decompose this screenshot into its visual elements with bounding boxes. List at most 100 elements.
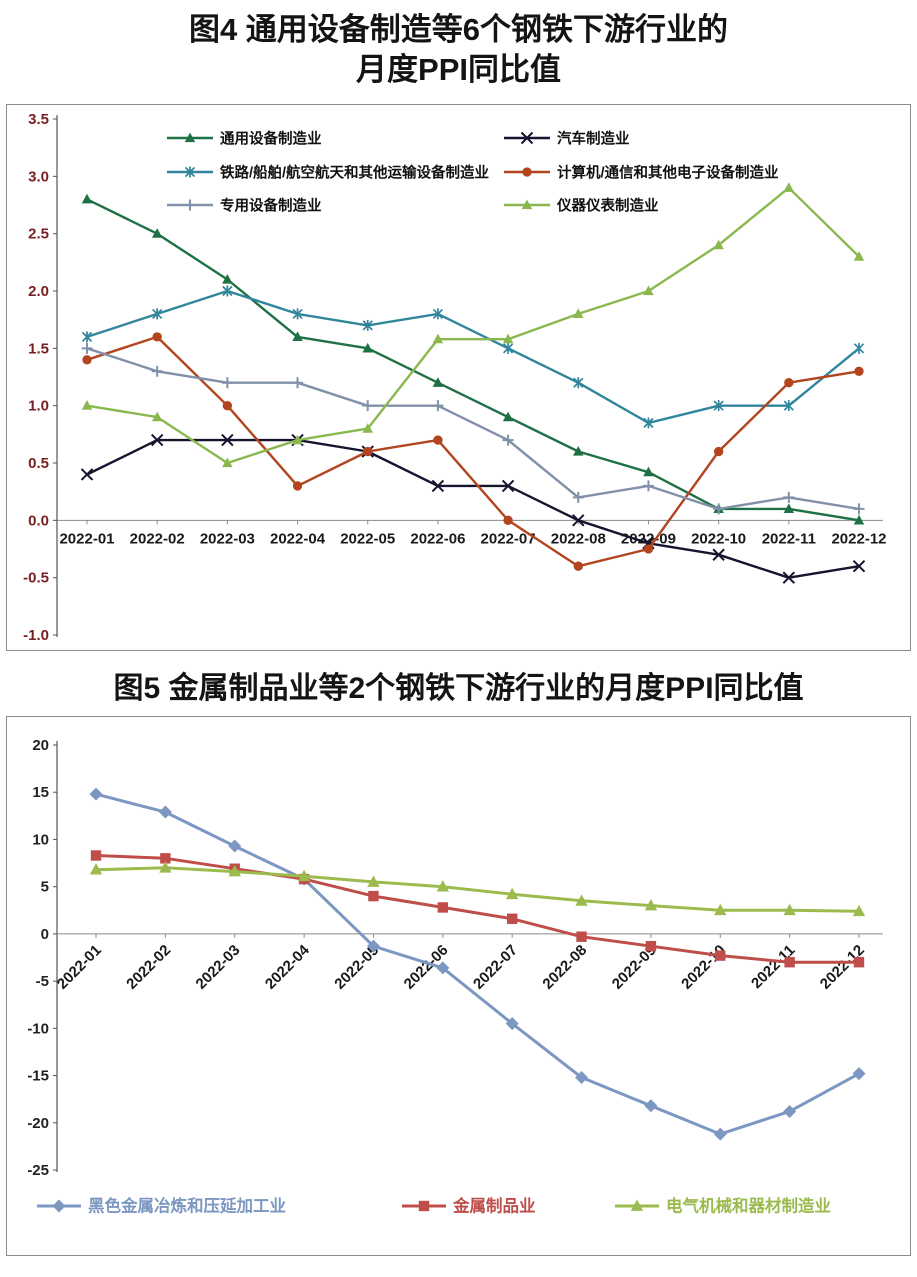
- legend-label: 黑色金属冶炼和压延加工业: [88, 1195, 286, 1215]
- fig4-title-line2: 月度PPI同比值: [356, 52, 561, 88]
- square-marker: [506, 913, 518, 924]
- x-marker: [80, 467, 94, 481]
- fig4-line-chart: 3.5 3.0 2.5 2.0 1.5 1.0 0.5 0.0 -0.5 -1.0 2022-01 2…: [23, 111, 886, 644]
- series-line: [85, 289, 861, 424]
- y-tick-label: -20: [27, 1114, 49, 1131]
- triangle-marker: [432, 376, 444, 387]
- triangle-marker: [297, 869, 311, 881]
- circle-marker: [854, 366, 864, 376]
- fig4-title-line1: 图4 通用设备制造等6个钢铁下游行业的: [188, 12, 729, 47]
- diamond-marker: [783, 1104, 797, 1118]
- series-0: [89, 787, 866, 1141]
- circle-marker: [222, 400, 233, 410]
- triangle-marker: [783, 181, 795, 192]
- legend-item: 铁路/船舶/航空航天和其他运输设备制造业: [167, 163, 489, 181]
- fig5-chart-area: 20 15 10 5 0 -5 -10 -15 -20 -25 2022-01 2022-02 2022…: [6, 715, 911, 1256]
- plus-marker: [713, 502, 725, 514]
- legend-item: 仪器仪表制造业: [504, 196, 659, 214]
- legend-item: 专用设备制造业: [167, 196, 322, 214]
- x-tick-label: 2022-01: [54, 941, 105, 992]
- square-marker: [576, 931, 587, 942]
- triangle-marker: [506, 887, 519, 899]
- y-tick-label: 0.0: [28, 512, 49, 529]
- x-tick-label: 2022-03: [200, 530, 255, 547]
- x-tick-label: 2022-07: [470, 941, 521, 992]
- y-tick-label: 0: [41, 925, 49, 942]
- y-tick-label: 2.0: [28, 283, 49, 300]
- triangle-marker: [89, 862, 103, 875]
- circle-marker: [503, 515, 513, 525]
- x-marker: [712, 548, 725, 561]
- y-tick-label: -0.5: [23, 569, 49, 586]
- x-tick-label: 2022-04: [270, 530, 326, 547]
- circle-marker: [784, 377, 794, 388]
- legend-label: 汽车制造业: [557, 129, 630, 147]
- series-line: [94, 865, 861, 913]
- plus-marker: [572, 491, 584, 503]
- x-marker: [150, 433, 164, 446]
- x-tick-label: 2022-12: [831, 530, 886, 547]
- triangle-marker: [573, 308, 584, 318]
- x-tick-label: 2022-11: [762, 530, 816, 547]
- plus-marker: [81, 342, 93, 354]
- triangle-marker: [853, 250, 865, 261]
- series-line: [85, 335, 861, 567]
- y-tick-label: -25: [27, 1162, 49, 1179]
- diamond-marker: [644, 1098, 658, 1112]
- asterisk-marker: [713, 399, 724, 411]
- square-marker: [160, 852, 171, 864]
- circle-marker: [82, 354, 92, 365]
- square-marker: [418, 1200, 430, 1211]
- legend-item: 金属制品业: [402, 1195, 536, 1215]
- x-marker: [782, 571, 796, 584]
- triangle-marker: [81, 193, 93, 203]
- asterisk-marker: [853, 342, 865, 354]
- asterisk-marker: [222, 285, 233, 297]
- circle-marker: [573, 561, 583, 571]
- series-2: [89, 860, 866, 916]
- plus-marker: [292, 376, 304, 388]
- triangle-marker: [362, 422, 373, 433]
- triangle-marker: [502, 411, 514, 421]
- triangle-marker: [643, 466, 654, 476]
- legend-item: 汽车制造业: [504, 129, 630, 147]
- legend-item: 计算机/通信和其他电子设备制造业: [504, 163, 779, 181]
- plus-marker: [432, 399, 444, 411]
- x-tick-label: 2022-10: [691, 530, 746, 547]
- triangle-marker: [502, 333, 514, 343]
- asterisk-marker: [184, 166, 196, 178]
- diamond-marker: [89, 787, 103, 801]
- plus-marker: [151, 365, 163, 377]
- x-tick-label: 2022-08: [539, 941, 590, 992]
- diamond-marker: [228, 839, 242, 853]
- asterisk-marker: [432, 308, 444, 320]
- plus-marker: [783, 491, 795, 503]
- triangle-marker: [644, 898, 658, 911]
- triangle-marker: [184, 132, 196, 142]
- triangle-marker: [432, 333, 444, 343]
- legend-label: 铁路/船舶/航空航天和其他运输设备制造业: [220, 163, 489, 181]
- triangle-marker: [575, 893, 588, 906]
- x-tick-label: 2022-08: [551, 530, 606, 547]
- circle-marker: [363, 446, 373, 456]
- triangle-marker: [228, 864, 241, 877]
- asterisk-marker: [643, 416, 654, 428]
- legend-label: 专用设备制造业: [220, 196, 322, 214]
- circle-marker: [292, 480, 303, 491]
- x-tick-label: 2022-02: [130, 530, 185, 547]
- square-marker: [645, 940, 657, 951]
- circle-marker: [713, 446, 724, 456]
- x-tick-label: 2022-04: [262, 941, 313, 992]
- fig5-title: 图5 金属制品业等2个钢铁下游行业的月度PPI同比值: [113, 671, 804, 705]
- x-tick-label: 2022-03: [193, 941, 244, 992]
- triangle-marker: [159, 860, 172, 873]
- x-tick-label: 2022-02: [123, 941, 174, 992]
- plus-marker: [502, 434, 514, 446]
- triangle-marker: [521, 199, 533, 209]
- legend-label: 仪器仪表制造业: [556, 196, 659, 214]
- y-tick-label: -1.0: [23, 627, 49, 644]
- series-2: [81, 285, 865, 428]
- y-tick-label: -15: [27, 1067, 49, 1084]
- circle-marker: [152, 331, 162, 342]
